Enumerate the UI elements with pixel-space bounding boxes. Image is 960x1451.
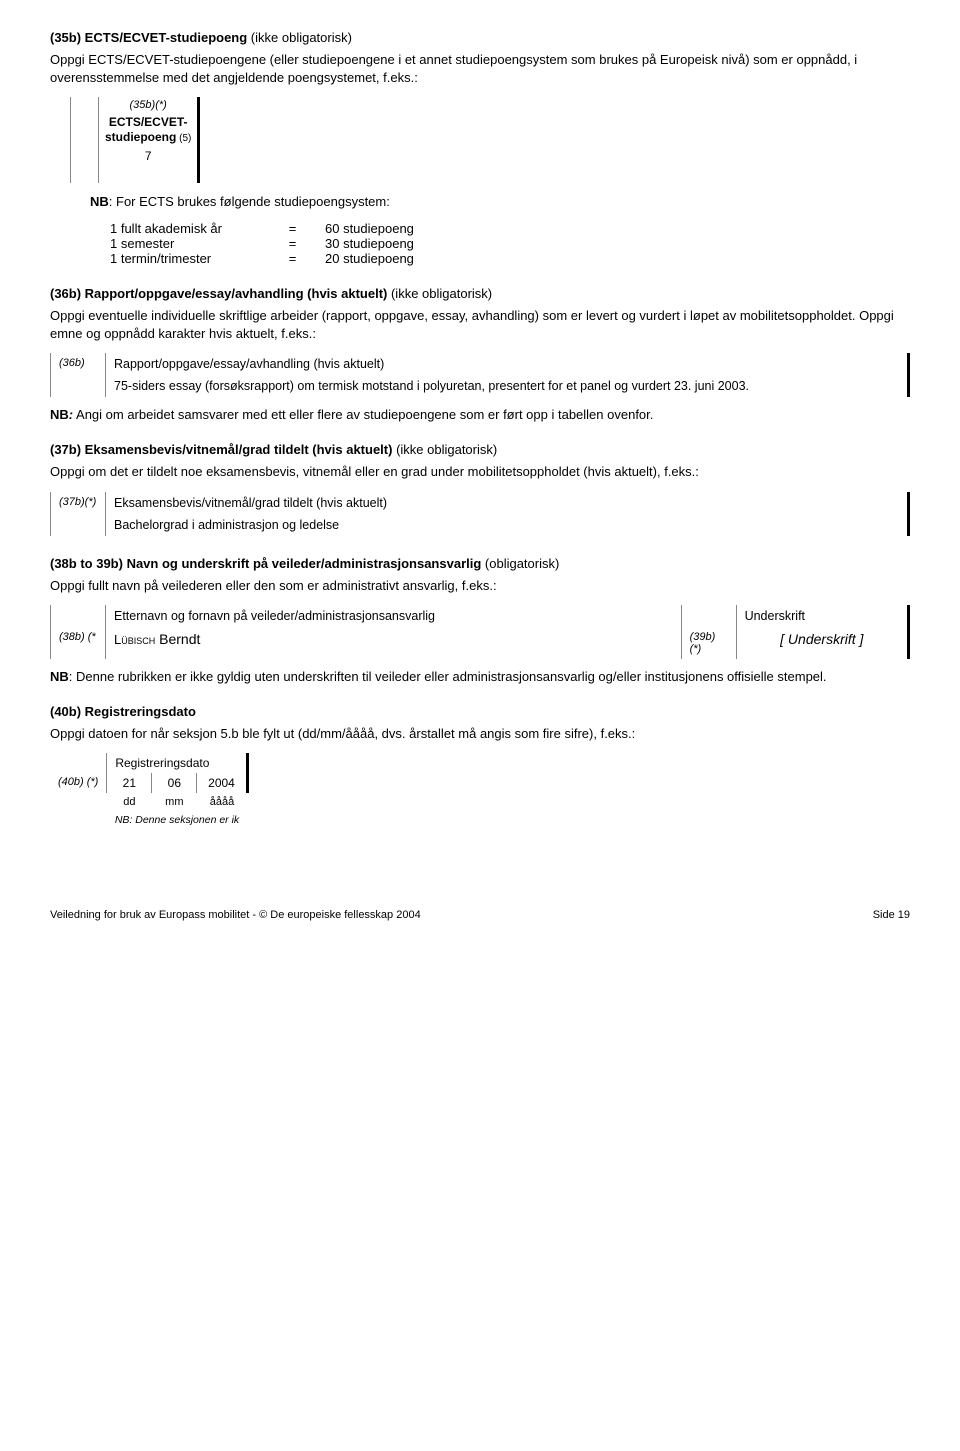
- cell-40b-ref: (40b) (*): [50, 773, 107, 793]
- table-38b: Etternavn og fornavn på veileder/adminis…: [50, 605, 910, 659]
- heading-36b-plain: (ikke obligatorisk): [387, 286, 492, 301]
- cell-38b-label-name: Etternavn og fornavn på veileder/adminis…: [106, 605, 682, 627]
- nb-36b-text: Angi om arbeidet samsvarer med ett eller…: [73, 407, 653, 422]
- cell-36b-ref: (36b): [51, 353, 106, 375]
- cell-35b-ref: (35b)(*): [99, 97, 199, 113]
- para-40b: Oppgi datoen for når seksjon 5.b ble fyl…: [50, 725, 910, 743]
- r1c2: =: [280, 236, 305, 251]
- section-37b: (37b) Eksamensbevis/vitnemål/grad tildel…: [50, 442, 910, 535]
- section-40b: (40b) Registreringsdato Oppgi datoen for…: [50, 704, 910, 829]
- table-36b: (36b) Rapport/oppgave/essay/avhandling (…: [50, 353, 910, 397]
- page-footer: Veiledning for bruk av Europass mobilite…: [50, 909, 910, 921]
- cell-37b-label: Eksamensbevis/vitnemål/grad tildelt (hvi…: [106, 492, 909, 514]
- cell-40b-label: Registreringsdato: [107, 753, 247, 773]
- r1c1: 1 semester: [110, 236, 280, 251]
- heading-37b: (37b) Eksamensbevis/vitnemål/grad tildel…: [50, 442, 910, 457]
- heading-36b: (36b) Rapport/oppgave/essay/avhandling (…: [50, 286, 910, 301]
- nb-35b-text: : For ECTS brukes følgende studiepoengsy…: [109, 194, 390, 209]
- para-38b: Oppgi fullt navn på veilederen eller den…: [50, 577, 910, 595]
- name-rest: Berndt: [155, 631, 200, 647]
- para-36b: Oppgi eventuelle individuelle skriftlige…: [50, 307, 910, 343]
- heading-35b: (35b) ECTS/ECVET-studiepoeng (ikke oblig…: [50, 30, 910, 45]
- nb-35b: NB: For ECTS brukes følgende studiepoeng…: [90, 193, 910, 211]
- para-35b: Oppgi ECTS/ECVET-studiepoengene (eller s…: [50, 51, 910, 87]
- cell-40b-dd: 21: [107, 773, 152, 793]
- cell-38b-label-sig: Underskrift: [736, 605, 908, 627]
- para-37b: Oppgi om det er tildelt noe eksamensbevi…: [50, 463, 910, 481]
- cell-37b-value: Bachelorgrad i administrasjon og ledelse: [106, 514, 909, 536]
- heading-36b-bold: (36b) Rapport/oppgave/essay/avhandling (…: [50, 286, 387, 301]
- cell-36b-label: Rapport/oppgave/essay/avhandling (hvis a…: [106, 353, 909, 375]
- heading-35b-plain: (ikke obligatorisk): [247, 30, 352, 45]
- cell-40b-ddl: dd: [107, 793, 152, 811]
- cell-38b-name: Lübisch Berndt: [106, 627, 682, 659]
- cell-40b-yyl: åååå: [197, 793, 247, 811]
- section-35b: (35b) ECTS/ECVET-studiepoeng (ikke oblig…: [50, 30, 910, 266]
- footer-right: Side 19: [873, 909, 910, 921]
- r0c2: =: [280, 221, 305, 236]
- r2c3: 20 studiepoeng: [305, 251, 455, 266]
- nb-35b-bold: NB: [90, 194, 109, 209]
- section-38b-39b: (38b to 39b) Navn og underskrift på veil…: [50, 556, 910, 684]
- nb-38b-b: NB: [50, 669, 69, 684]
- table-37b: (37b)(*) Eksamensbevis/vitnemål/grad til…: [50, 492, 910, 536]
- txt-35b-h1: ECTS/ECVET-: [109, 115, 188, 129]
- name-sc: Lübisch: [114, 632, 155, 647]
- heading-40b: (40b) Registreringsdato: [50, 704, 910, 719]
- section-36b: (36b) Rapport/oppgave/essay/avhandling (…: [50, 286, 910, 422]
- cell-40b-note: NB: Denne seksjonen er ik: [107, 811, 247, 829]
- cell-39b-sig: [ Underskrift ]: [736, 627, 908, 659]
- cell-39b-ref: (39b) (*): [681, 627, 736, 659]
- nb-36b-b: NB: [50, 407, 69, 422]
- cell-40b-mm: 06: [152, 773, 197, 793]
- cell-37b-ref: (37b)(*): [51, 492, 106, 514]
- heading-40b-bold: (40b) Registreringsdato: [50, 704, 196, 719]
- txt-35b-sup: (5): [176, 133, 191, 144]
- heading-35b-bold: (35b) ECTS/ECVET-studiepoeng: [50, 30, 247, 45]
- heading-37b-plain: (ikke obligatorisk): [392, 442, 497, 457]
- cell-35b-val: 7: [99, 147, 199, 165]
- r0c1: 1 fullt akademisk år: [110, 221, 280, 236]
- list-35b: 1 fullt akademisk år=60 studiepoeng 1 se…: [110, 221, 910, 266]
- table-40b: Registreringsdato (40b) (*) 21 06 2004 d…: [50, 753, 249, 829]
- r2c1: 1 termin/trimester: [110, 251, 280, 266]
- nb-38b: NB: Denne rubrikken er ikke gyldig uten …: [50, 669, 910, 684]
- heading-38b-plain: (obligatorisk): [481, 556, 559, 571]
- heading-37b-bold: (37b) Eksamensbevis/vitnemål/grad tildel…: [50, 442, 392, 457]
- heading-38b-bold: (38b to 39b) Navn og underskrift på veil…: [50, 556, 481, 571]
- r0c3: 60 studiepoeng: [305, 221, 455, 236]
- cell-40b-yy: 2004: [197, 773, 247, 793]
- cell-38b-ref1: (38b) (*: [51, 627, 106, 659]
- cell-40b-mml: mm: [152, 793, 197, 811]
- heading-38b: (38b to 39b) Navn og underskrift på veil…: [50, 556, 910, 571]
- cell-35b-head: ECTS/ECVET- studiepoeng (5): [99, 113, 199, 146]
- r2c2: =: [280, 251, 305, 266]
- nb-38b-text: : Denne rubrikken er ikke gyldig uten un…: [69, 669, 827, 684]
- table-35b-ects: (35b)(*) ECTS/ECVET- studiepoeng (5) 7: [70, 97, 200, 182]
- txt-35b-h2: studiepoeng: [105, 130, 176, 144]
- r1c3: 30 studiepoeng: [305, 236, 455, 251]
- nb-36b: NB: Angi om arbeidet samsvarer med ett e…: [50, 407, 910, 422]
- cell-36b-value: 75-siders essay (forsøksrapport) om term…: [106, 375, 909, 397]
- footer-left: Veiledning for bruk av Europass mobilite…: [50, 909, 421, 921]
